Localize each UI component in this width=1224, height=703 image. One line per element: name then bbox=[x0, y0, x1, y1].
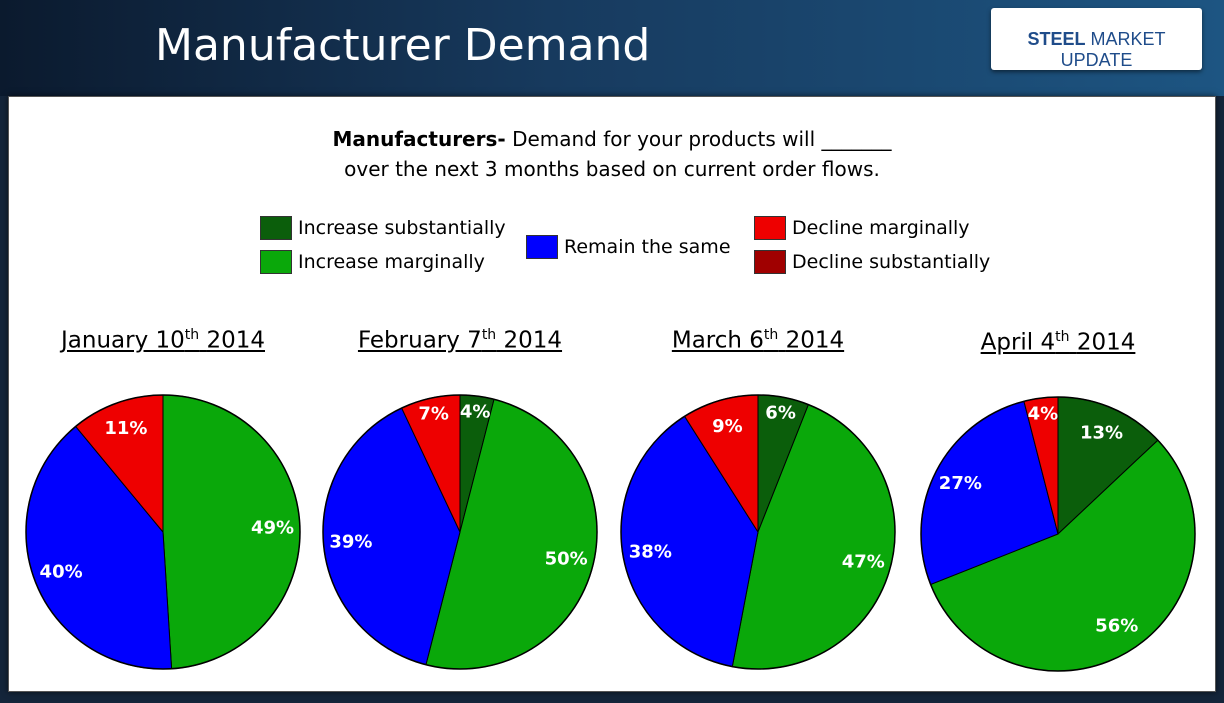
legend-swatch bbox=[526, 235, 558, 259]
data-label: 6% bbox=[765, 403, 796, 424]
pie-title-date: April 4 bbox=[980, 329, 1056, 356]
header: Manufacturer Demand STEEL MARKET UPDATE bbox=[0, 0, 1224, 96]
slide-title: Manufacturer Demand bbox=[155, 20, 651, 71]
question-line: Demand for your products will _______ bbox=[512, 127, 892, 151]
pie-title-date: February 7 bbox=[357, 327, 482, 354]
pie-title-year: 2014 bbox=[1076, 329, 1136, 356]
data-label: 50% bbox=[545, 548, 588, 569]
pie-outline bbox=[25, 394, 301, 670]
data-label: 38% bbox=[629, 542, 672, 563]
data-label: 27% bbox=[939, 473, 982, 494]
pie-title: April 4th 2014 bbox=[908, 329, 1208, 356]
legend-swatch bbox=[754, 250, 786, 274]
pie-outline bbox=[322, 394, 598, 670]
logo: STEEL MARKET UPDATE bbox=[991, 8, 1202, 70]
legend-item: Decline substantially bbox=[754, 250, 990, 274]
pie-outline bbox=[920, 396, 1196, 672]
legend-item: Increase marginally bbox=[260, 250, 485, 274]
question: Manufacturers- Demand for your products … bbox=[0, 124, 1224, 184]
legend-label: Decline marginally bbox=[792, 217, 970, 239]
question-line: over the next 3 months based on current … bbox=[344, 157, 880, 181]
legend-label: Increase marginally bbox=[298, 251, 485, 273]
data-label: 40% bbox=[40, 561, 83, 582]
pie-title: January 10th 2014 bbox=[13, 327, 313, 354]
pie-title-suffix: th bbox=[184, 327, 200, 343]
pie-title-year: 2014 bbox=[785, 327, 845, 354]
data-label: 4% bbox=[1028, 403, 1059, 424]
pie-title-date: March 6 bbox=[671, 327, 764, 354]
logo-bold: STEEL bbox=[1027, 29, 1086, 49]
data-label: 9% bbox=[712, 416, 743, 437]
pie-title-suffix: th bbox=[763, 327, 779, 343]
data-label: 11% bbox=[104, 418, 147, 439]
legend-label: Remain the same bbox=[564, 236, 731, 258]
question-lead: Manufacturers- bbox=[332, 127, 506, 151]
legend-swatch bbox=[260, 250, 292, 274]
data-label: 56% bbox=[1095, 616, 1138, 637]
pie-title-year: 2014 bbox=[206, 327, 265, 354]
data-label: 7% bbox=[418, 403, 449, 424]
legend-item: Increase substantially bbox=[260, 216, 506, 240]
legend-swatch bbox=[260, 216, 292, 240]
logo-text: STEEL MARKET UPDATE bbox=[991, 29, 1202, 71]
pie-title: February 7th 2014 bbox=[310, 327, 610, 354]
legend-item: Remain the same bbox=[526, 235, 731, 259]
logo-rest: MARKET UPDATE bbox=[1060, 29, 1166, 70]
pie-title-date: January 10 bbox=[60, 327, 185, 354]
data-label: 13% bbox=[1080, 422, 1123, 443]
pie-title-suffix: th bbox=[1055, 329, 1070, 345]
data-label: 39% bbox=[329, 531, 372, 552]
legend-label: Increase substantially bbox=[298, 217, 506, 239]
data-label: 4% bbox=[460, 401, 491, 422]
pie-title-suffix: th bbox=[481, 327, 497, 343]
data-label: 47% bbox=[842, 552, 885, 573]
pie-title: March 6th 2014 bbox=[608, 327, 908, 354]
data-label: 49% bbox=[251, 518, 294, 539]
pie-outline bbox=[620, 394, 896, 670]
legend-swatch bbox=[754, 216, 786, 240]
legend-label: Decline substantially bbox=[792, 251, 991, 273]
pie-title-year: 2014 bbox=[503, 327, 563, 354]
legend-item: Decline marginally bbox=[754, 216, 970, 240]
